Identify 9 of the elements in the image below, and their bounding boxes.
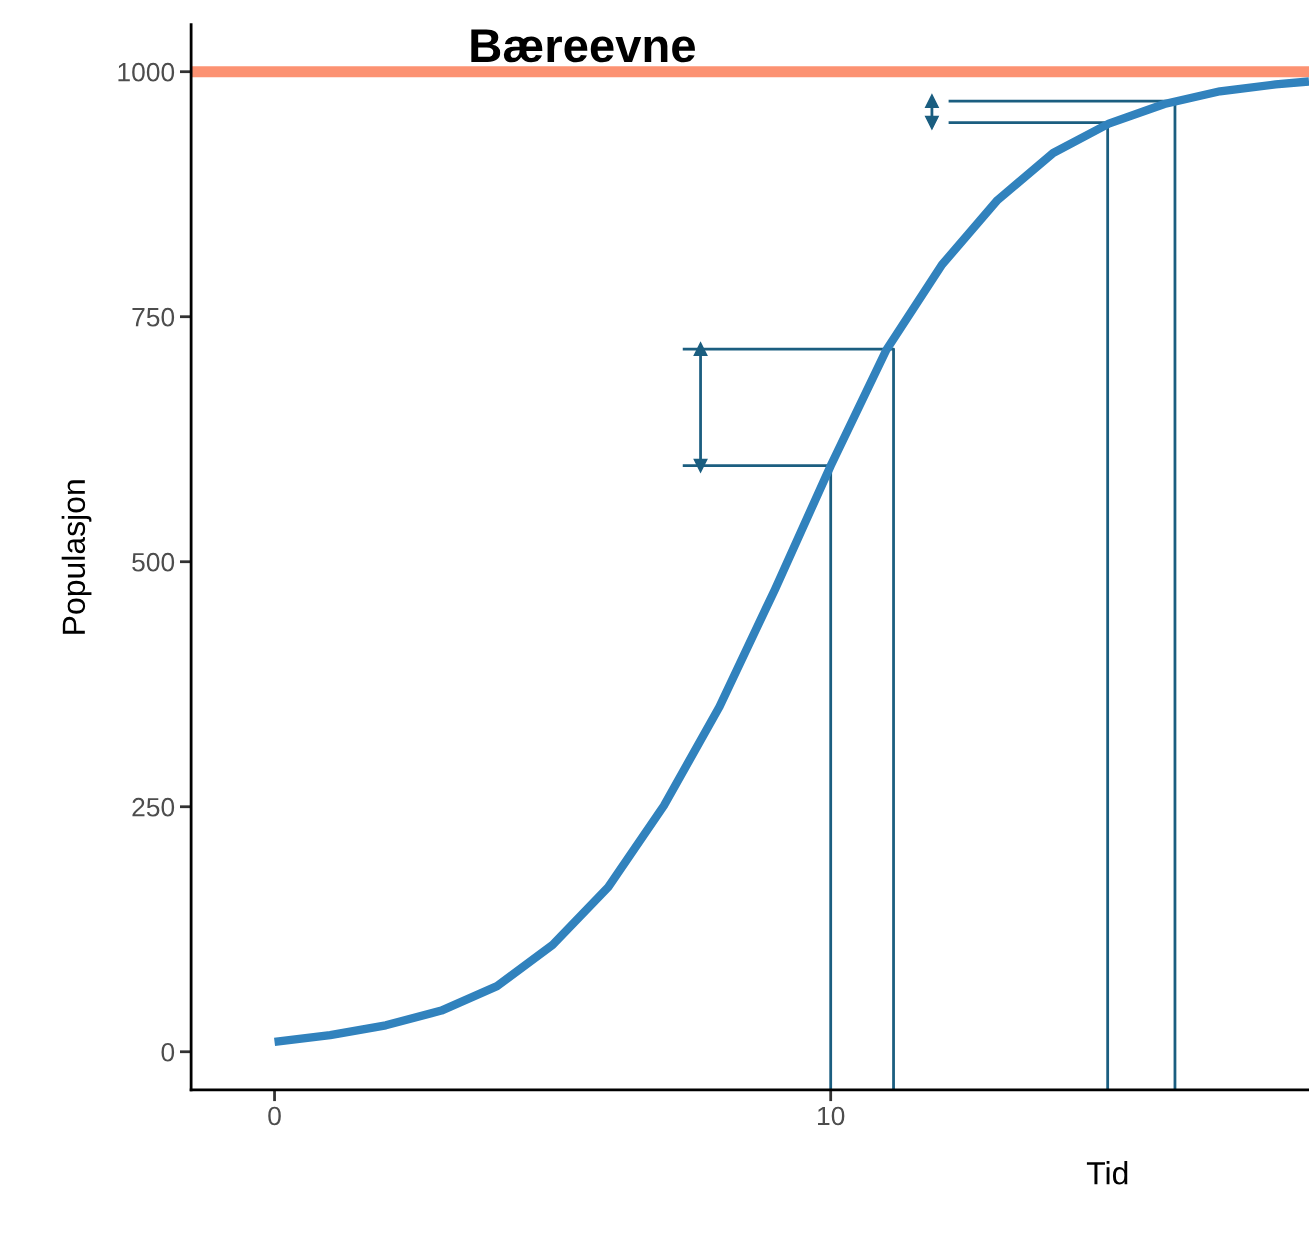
- x-axis-title: Tid: [1086, 1161, 1128, 1185]
- y-tick-label: 750: [132, 307, 175, 327]
- x-tick-label: 10: [818, 1106, 845, 1126]
- y-tick-label: 1000: [118, 62, 175, 82]
- y-tick-label: 500: [132, 552, 175, 572]
- y-tick-label: 0: [161, 1042, 175, 1062]
- y-tick-label: 250: [132, 797, 175, 817]
- y-axis-title: Populasjon: [61, 480, 92, 634]
- ref-line-label: Bæreevne: [471, 29, 695, 63]
